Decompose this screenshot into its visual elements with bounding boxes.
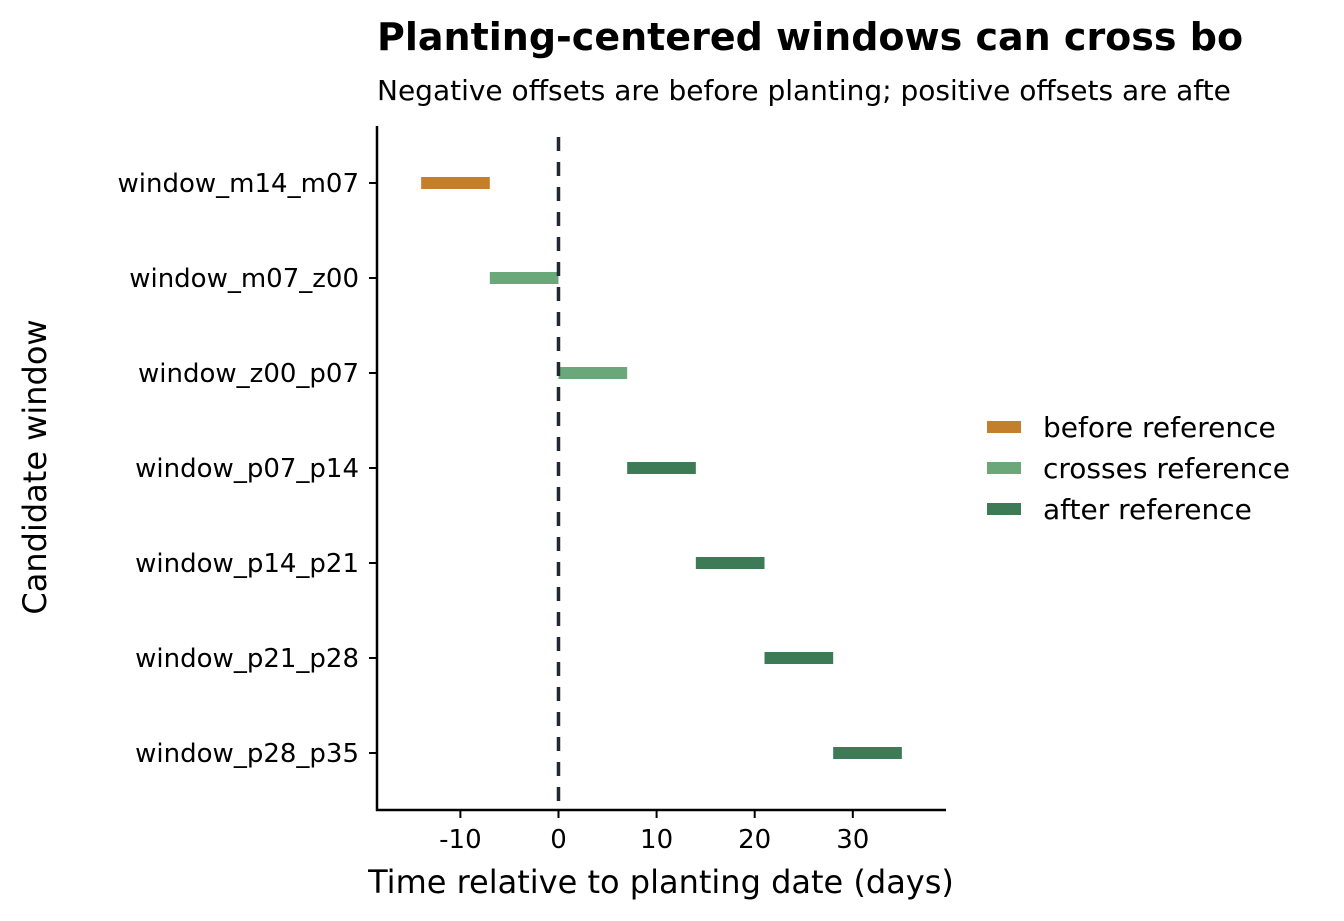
legend-key-1: [987, 462, 1021, 474]
y-tick-label: window_m14_m07: [118, 169, 359, 199]
range-bar-window_m07_z00: [489, 272, 559, 284]
legend-label: before reference: [1043, 411, 1276, 444]
y-tick-label: window_m07_z00: [129, 264, 359, 294]
x-tick-label: -10: [439, 825, 481, 855]
y-tick-label: window_p14_p21: [135, 549, 359, 579]
x-axis-title: Time relative to planting date (days): [367, 863, 954, 901]
x-tick-label: 20: [738, 825, 771, 855]
y-tick-label: window_z00_p07: [138, 359, 359, 389]
ticks-layer: -10 0 10 20 30 window_m14_m07 window_m07_z00wi…: [118, 169, 870, 855]
range-bar-window_p14_p21: [695, 557, 765, 569]
range-bar-window_p21_p28: [764, 652, 834, 664]
x-tick-label: 30: [836, 825, 869, 855]
range-bar-window_m14_m07: [421, 177, 490, 189]
range-bar-window_z00_p07: [558, 367, 628, 379]
legend-key-0: [987, 421, 1021, 433]
y-tick-label: window_p21_p28: [135, 644, 359, 674]
bars-layer: [421, 177, 902, 759]
range-bar-window_p28_p35: [833, 747, 902, 759]
chart-title: Planting-centered windows can cross bo: [377, 15, 1243, 59]
legend: before reference crosses reference after r…: [987, 411, 1290, 526]
x-tick-label: 10: [640, 825, 673, 855]
y-tick-label: window_p28_p35: [135, 739, 359, 769]
range-bar-window_p07_p14: [627, 462, 696, 474]
chart-subtitle: Negative offsets are before planting; po…: [377, 74, 1231, 107]
legend-label: crosses reference: [1043, 452, 1290, 485]
legend-label: after reference: [1043, 493, 1252, 526]
legend-key-2: [987, 503, 1021, 515]
y-axis-title: Candidate window: [16, 319, 54, 614]
y-tick-label: window_p07_p14: [135, 454, 359, 484]
x-tick-label: 0: [550, 825, 567, 855]
